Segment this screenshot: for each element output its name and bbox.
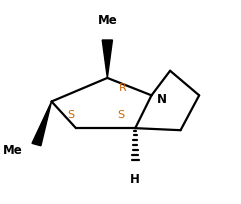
- Text: S: S: [118, 109, 125, 119]
- Text: R: R: [119, 83, 127, 93]
- Text: Me: Me: [3, 143, 22, 156]
- Polygon shape: [102, 41, 113, 79]
- Text: Me: Me: [97, 14, 117, 27]
- Polygon shape: [32, 102, 52, 146]
- Text: S: S: [68, 109, 75, 119]
- Text: N: N: [157, 92, 167, 105]
- Text: H: H: [130, 172, 140, 185]
